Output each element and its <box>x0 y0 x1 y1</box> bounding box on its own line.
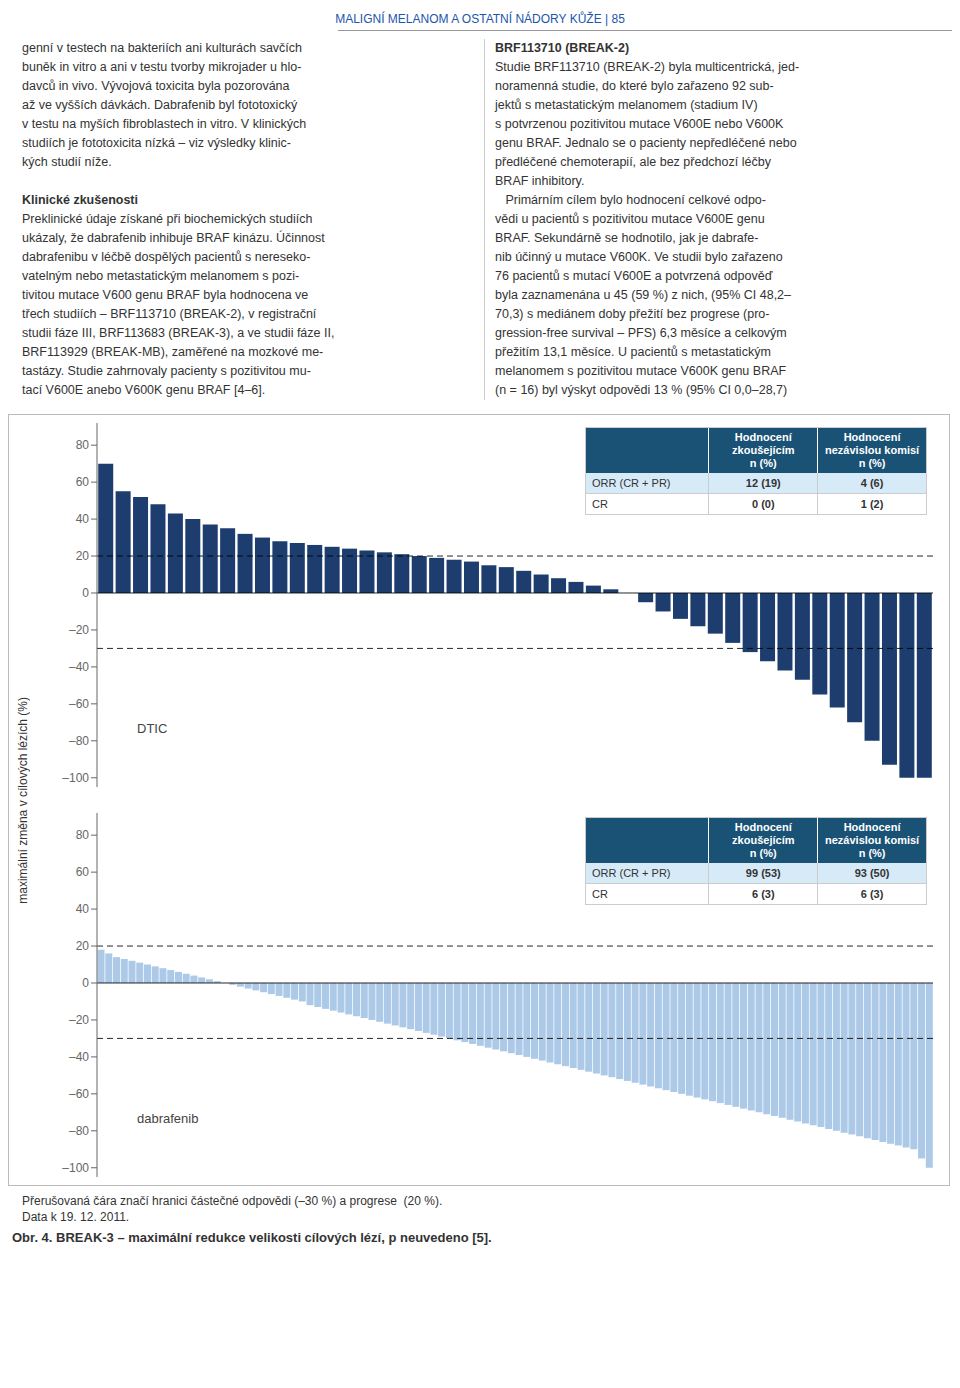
html-text:BRF113710 (BREAK-2): BRF113710 (BREAK-2) <box>495 41 630 55</box>
svg-text:–80: –80 <box>69 734 89 748</box>
html-text:studiích je fototoxicita nízká: studiích je fototoxicita nízká – viz výs… <box>22 136 291 150</box>
html-text:noramenná studie, do které byl: noramenná studie, do které bylo zařazeno… <box>495 79 774 93</box>
html-text:ORR (CR + PR): ORR (CR + PR) <box>592 867 671 879</box>
html-text:maximální změna v cílových léz: maximální změna v cílových lézích (%) <box>16 696 30 904</box>
html-text:MALIGNÍ MELANOM A OSTATNÍ NÁDO: MALIGNÍ MELANOM A OSTATNÍ NÁDORY KŮŽE | … <box>335 12 625 26</box>
html-text:CR: CR <box>592 498 608 510</box>
svg-text:80: 80 <box>76 828 90 842</box>
html-text:1 (2): 1 (2) <box>860 498 884 510</box>
svg-text:60: 60 <box>76 475 90 489</box>
svg-text:20: 20 <box>76 549 90 563</box>
html-text:byla zaznamenána u 45 (59 %) z: byla zaznamenána u 45 (59 %) z nich, (95… <box>495 288 791 302</box>
html-text:BRAF inhibitory.: BRAF inhibitory. <box>495 174 585 188</box>
svg-text:20: 20 <box>76 939 90 953</box>
html-text:melanomem s pozitivitou mutace: melanomem s pozitivitou mutace V600K gen… <box>495 364 787 378</box>
html-text:vědi u pacientů s pozitivitou: vědi u pacientů s pozitivitou mutace V60… <box>495 212 765 226</box>
svg-text:60: 60 <box>76 865 90 879</box>
html-text:kých studií níže.: kých studií níže. <box>22 155 112 169</box>
html-text:n (%): n (%) <box>749 847 777 859</box>
svg-text:0: 0 <box>82 586 89 600</box>
html-text:dabrafenib: dabrafenib <box>137 1111 199 1127</box>
html-text:Přerušovaná čára značí hranici: Přerušovaná čára značí hranici částečné … <box>22 1194 443 1208</box>
html-text:v testu na myších fibroblastec: v testu na myších fibroblastech in vitro… <box>22 117 307 131</box>
html-text:Studie BRF113710 (BREAK-2) byl: Studie BRF113710 (BREAK-2) byla multicen… <box>495 60 800 74</box>
html-text:zkoušejícím: zkoušejícím <box>732 444 795 456</box>
html-text:99 (53): 99 (53) <box>745 867 781 879</box>
html-text:předléčené chemoterapií, ale b: předléčené chemoterapií, ale bez předcho… <box>495 155 771 169</box>
html-text:vatelným nebo metastatickým me: vatelným nebo metastatickým melanomem s … <box>22 269 300 283</box>
html-text:přežitím 13,1 měsíce. U pacien: přežitím 13,1 měsíce. U pacientů s metas… <box>495 345 771 359</box>
html-text:Hodnocení: Hodnocení <box>734 821 792 833</box>
svg-text:80: 80 <box>76 438 90 452</box>
html-text:n (%): n (%) <box>749 457 777 469</box>
html-text:buněk in vitro a ani v testu t: buněk in vitro a ani v testu tvorby mikr… <box>22 60 302 74</box>
svg-text:–40: –40 <box>69 1050 89 1064</box>
svg-text:–40: –40 <box>69 660 89 674</box>
html-text:Primárním cílem bylo hodnocení: Primárním cílem bylo hodnocení celkové o… <box>495 193 766 207</box>
html-text:n (%): n (%) <box>858 457 886 469</box>
html-text:až ve vyšších dávkách. Dabrafe: až ve vyšších dávkách. Dabrafenib byl fo… <box>22 98 298 112</box>
html-text:76 pacientů s mutací V600E a p: 76 pacientů s mutací V600E a potvrzená o… <box>495 269 773 283</box>
html-text:Klinické zkušenosti: Klinické zkušenosti <box>22 193 138 207</box>
html-text:gression-free survival – PFS): gression-free survival – PFS) 6,3 měsíce… <box>495 326 787 340</box>
html-text:CR: CR <box>592 888 608 900</box>
svg-text:0: 0 <box>82 976 89 990</box>
html-text:93 (50): 93 (50) <box>854 867 890 879</box>
svg-text:–20: –20 <box>69 623 89 637</box>
svg-text:40: 40 <box>76 512 90 526</box>
html-text:BRAF. Sekundárně se hodnotilo,: BRAF. Sekundárně se hodnotilo, jak je da… <box>495 231 759 245</box>
html-text:nezávislou komisí: nezávislou komisí <box>825 834 920 846</box>
html-text:genu BRAF. Jednalo se o pacien: genu BRAF. Jednalo se o pacienty nepředl… <box>495 136 797 150</box>
html-text:studii fáze III, BRF113683 (BR: studii fáze III, BRF113683 (BREAK-3), a … <box>22 326 335 340</box>
html-text:ORR (CR + PR): ORR (CR + PR) <box>592 477 671 489</box>
svg-text:–100: –100 <box>62 771 89 785</box>
html-text:BRF113929 (BREAK-MB), zaměřené: BRF113929 (BREAK-MB), zaměřené na mozkov… <box>22 345 324 359</box>
svg-text:–60: –60 <box>69 1087 89 1101</box>
html-text:n (%): n (%) <box>858 847 886 859</box>
html-text:0 (0): 0 (0) <box>752 498 775 510</box>
html-text:tací V600E anebo V600K genu BR: tací V600E anebo V600K genu BRAF [4–6]. <box>22 383 266 397</box>
html-text:davců in vivo. Vývojová toxici: davců in vivo. Vývojová toxicita byla po… <box>22 79 290 93</box>
html-text:nezávislou komisí: nezávislou komisí <box>825 444 920 456</box>
html-text:dabrafenibu v léčbě dospělých: dabrafenibu v léčbě dospělých pacientů s… <box>22 250 311 264</box>
html-text:třech studiích – BRF113710 (BR: třech studiích – BRF113710 (BREAK-2), v … <box>22 307 317 321</box>
html-text:DTIC: DTIC <box>137 721 168 737</box>
html-text:Data k 19. 12. 2011.: Data k 19. 12. 2011. <box>22 1210 130 1224</box>
html-text:12 (19): 12 (19) <box>745 477 781 489</box>
html-text:tastázy. Studie zahrnovaly pac: tastázy. Studie zahrnovaly pacienty s po… <box>22 364 311 378</box>
html-text:6 (3): 6 (3) <box>860 888 884 900</box>
svg-text:–20: –20 <box>69 1013 89 1027</box>
html-text:70,3) s mediánem doby přežití: 70,3) s mediánem doby přežití bez progre… <box>495 307 770 321</box>
html-text:(n = 16) byl výskyt odpovědi 1: (n = 16) byl výskyt odpovědi 13 % (95% C… <box>495 383 788 397</box>
svg-text:–60: –60 <box>69 697 89 711</box>
html-text:4 (6): 4 (6) <box>860 477 884 489</box>
html-text:6 (3): 6 (3) <box>752 888 775 900</box>
svg-text:–80: –80 <box>69 1124 89 1138</box>
svg-text:–100: –100 <box>62 1161 89 1175</box>
html-text:jektů s metastatickým melanome: jektů s metastatickým melanomem (stadium… <box>495 98 758 112</box>
html-text:Preklinické údaje získané při: Preklinické údaje získané při biochemick… <box>22 212 313 226</box>
html-text:Obr. 4. BREAK-3 – maximální re: Obr. 4. BREAK-3 – maximální redukce veli… <box>12 1230 492 1245</box>
html-text:tivitou mutace V600 genu BRAF: tivitou mutace V600 genu BRAF byla hodno… <box>22 288 309 302</box>
html-text:s potvrzenou pozitivitou mutac: s potvrzenou pozitivitou mutace V600E ne… <box>495 117 784 131</box>
html-text:ukázaly, že dabrafenib inhibuj: ukázaly, že dabrafenib inhibuje BRAF kin… <box>22 231 325 245</box>
html-text:genní v testech na bakteriích: genní v testech na bakteriích ani kultur… <box>22 41 302 55</box>
svg-text:40: 40 <box>76 902 90 916</box>
html-text:Hodnocení: Hodnocení <box>734 431 792 443</box>
html-text:zkoušejícím: zkoušejícím <box>732 834 795 846</box>
html-text:Hodnocení: Hodnocení <box>843 821 901 833</box>
html-text:Hodnocení: Hodnocení <box>843 431 901 443</box>
html-text:nib účinný u mutace V600K. Ve: nib účinný u mutace V600K. Ve studii byl… <box>495 250 783 264</box>
